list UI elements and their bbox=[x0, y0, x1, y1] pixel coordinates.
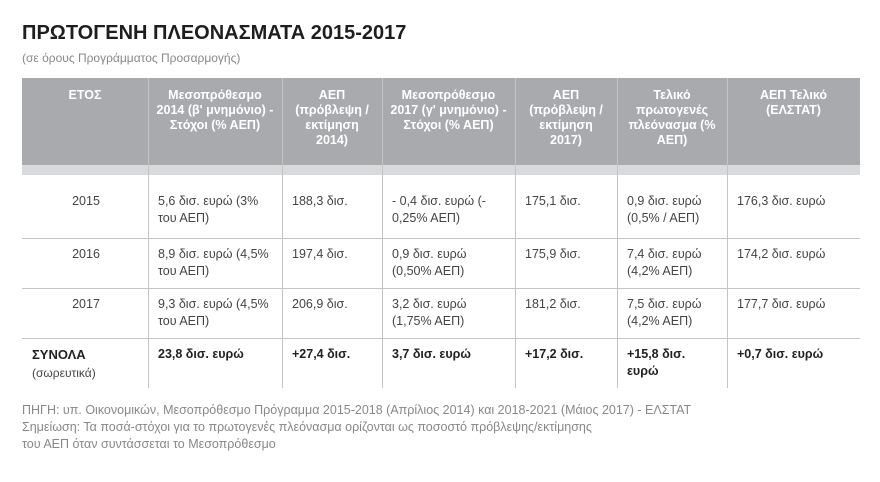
cell: 175,1 δισ. bbox=[525, 194, 581, 208]
column-header: ΕΤΟΣ bbox=[68, 88, 102, 102]
cell: 8,9 δισ. ευρώ (4,5% του ΑΕΠ) bbox=[158, 247, 269, 278]
column-header: ΑΕΠ Τελικό (ΕΛΣΤΑΤ) bbox=[759, 88, 828, 117]
column-header: Τελικό πρωτογενές πλεόνασμα (% ΑΕΠ) bbox=[628, 88, 716, 147]
cell: 7,4 δισ. ευρώ (4,2% ΑΕΠ) bbox=[627, 247, 702, 278]
totals-sublabel: (σωρευτικά) bbox=[32, 366, 96, 380]
row-divider bbox=[22, 338, 860, 339]
year-cell: 2016 bbox=[72, 247, 100, 261]
column-divider bbox=[727, 78, 728, 388]
totals-label: ΣΥΝΟΛΑ bbox=[32, 347, 86, 362]
total-cell: +27,4 δισ. bbox=[292, 347, 351, 361]
total-cell: +15,8 δισ. ευρώ bbox=[627, 347, 686, 378]
subtitle: (σε όρους Προγράμματος Προσαρμογής) bbox=[22, 51, 241, 65]
cell: - 0,4 δισ. ευρώ (- 0,25% ΑΕΠ) bbox=[392, 194, 486, 225]
cell: 7,5 δισ. ευρώ (4,2% ΑΕΠ) bbox=[627, 297, 702, 328]
cell: 174,2 δισ. ευρώ bbox=[737, 247, 826, 261]
note: Σημείωση: Τα ποσά-στόχοι για το πρωτογεν… bbox=[22, 420, 592, 434]
header-strip bbox=[22, 165, 860, 175]
column-header: ΑΕΠ (πρόβλεψη / εκτίμηση 2017) bbox=[529, 88, 603, 147]
column-divider bbox=[617, 78, 618, 388]
row-divider bbox=[22, 288, 860, 289]
cell: 176,3 δισ. ευρώ bbox=[737, 194, 826, 208]
cell: 9,3 δισ. ευρώ (4,5% του ΑΕΠ) bbox=[158, 297, 269, 328]
source: ΠΗΓΗ: υπ. Οικονομικών, Μεσοπρόθεσμο Πρόγ… bbox=[22, 403, 692, 417]
column-header: Μεσοπρόθεσμο 2014 (β' μνημόνιο) - Στόχοι… bbox=[156, 88, 274, 132]
cell: 206,9 δισ. bbox=[292, 297, 348, 311]
column-divider bbox=[382, 78, 383, 388]
cell: 181,2 δισ. bbox=[525, 297, 581, 311]
column-divider bbox=[148, 78, 149, 388]
column-divider bbox=[282, 78, 283, 388]
cell: 177,7 δισ. ευρώ bbox=[737, 297, 826, 311]
cell: 175,9 δισ. bbox=[525, 247, 581, 261]
total-cell: +17,2 δισ. bbox=[525, 347, 584, 361]
year-cell: 2017 bbox=[72, 297, 100, 311]
header-band bbox=[22, 78, 860, 165]
note: του ΑΕΠ όταν συντάσσεται το Μεσοπρόθεσμο bbox=[22, 437, 276, 451]
column-header: ΑΕΠ (πρόβλεψη / εκτίμηση 2014) bbox=[295, 88, 369, 147]
cell: 188,3 δισ. bbox=[292, 194, 348, 208]
column-header: Μεσοπρόθεσμο 2017 (γ' μνημόνιο) - Στόχοι… bbox=[390, 88, 507, 132]
cell: 0,9 δισ. ευρώ (0,5% / ΑΕΠ) bbox=[627, 194, 702, 225]
cell: 197,4 δισ. bbox=[292, 247, 348, 261]
total-cell: 3,7 δισ. ευρώ bbox=[392, 347, 471, 361]
column-divider bbox=[515, 78, 516, 388]
year-cell: 2015 bbox=[72, 194, 100, 208]
row-divider bbox=[22, 238, 860, 239]
cell: 3,2 δισ. ευρώ (1,75% ΑΕΠ) bbox=[392, 297, 467, 328]
cell: 0,9 δισ. ευρώ (0,50% ΑΕΠ) bbox=[392, 247, 467, 278]
total-cell: +0,7 δισ. ευρώ bbox=[737, 347, 824, 361]
cell: 5,6 δισ. ευρώ (3% του ΑΕΠ) bbox=[158, 194, 259, 225]
total-cell: 23,8 δισ. ευρώ bbox=[158, 347, 244, 361]
title: ΠΡΩΤΟΓΕΝΗ ΠΛΕΟΝΑΣΜΑΤΑ 2015-2017 bbox=[22, 22, 407, 44]
